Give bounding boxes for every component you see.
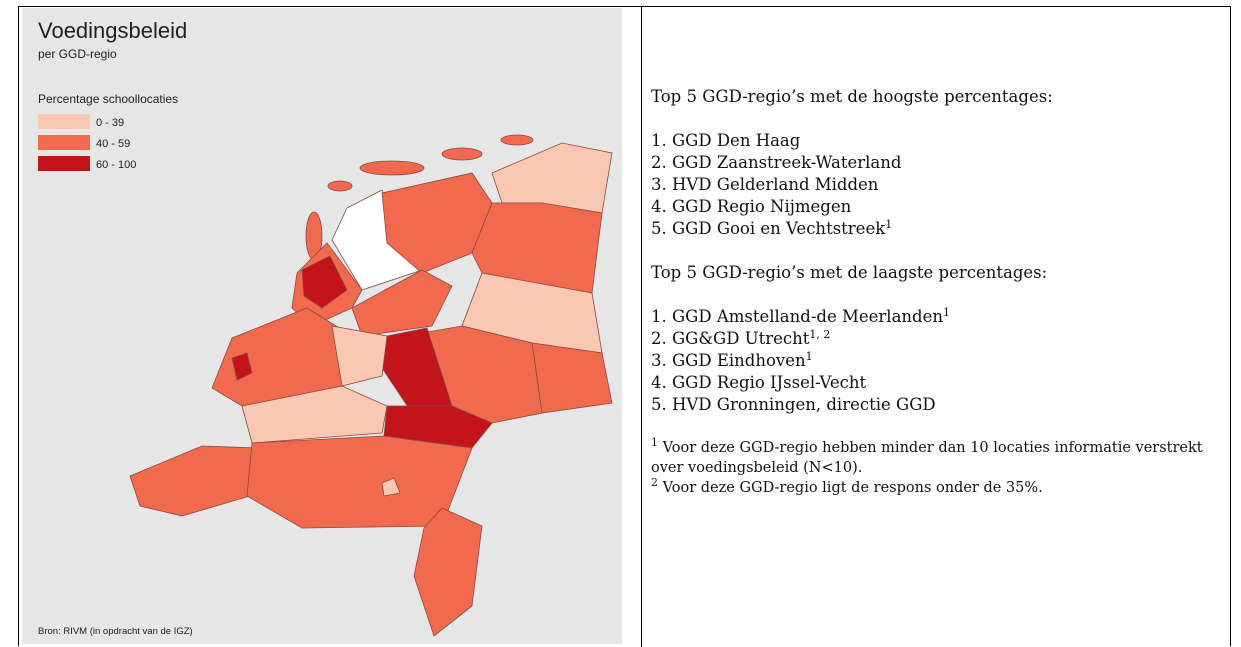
region xyxy=(301,255,348,309)
list-item: 5. GGD Gooi en Vechtstreek1 xyxy=(651,218,1221,240)
item-text: 4. GGD Regio Nijmegen xyxy=(651,197,852,216)
list-item: 1. GGD Den Haag xyxy=(651,130,1221,152)
island xyxy=(441,147,483,161)
item-text: 3. HVD Gelderland Midden xyxy=(651,175,879,194)
region xyxy=(413,507,483,637)
list-item: 3. GGD Eindhoven1 xyxy=(651,350,1221,372)
island xyxy=(327,180,353,192)
legend-swatch xyxy=(38,135,90,150)
legend-title: Percentage schoollocaties xyxy=(38,92,178,106)
list: 1. GGD Den Haag 2. GGD Zaanstreek-Waterla… xyxy=(651,130,1221,240)
list-item: 5. HVD Gronningen, directie GGD xyxy=(651,394,1221,416)
legend-label: 40 - 59 xyxy=(96,138,130,150)
region xyxy=(231,352,253,381)
footnote-mark: 2 xyxy=(651,476,658,489)
legend-label: 60 - 100 xyxy=(96,159,136,171)
footnote-text: Voor deze GGD-regio hebben minder dan 10… xyxy=(651,440,1203,476)
region xyxy=(381,477,401,497)
map-regions xyxy=(129,134,613,637)
legend: 0 - 39 40 - 59 60 - 100 xyxy=(38,114,136,171)
item-text: 3. GGD Eindhoven xyxy=(651,351,806,370)
superscript: 1 xyxy=(885,218,893,231)
map-source: Bron: RIVM (in opdracht van de IGZ) xyxy=(38,626,193,637)
legend-label: 0 - 39 xyxy=(96,117,124,129)
island xyxy=(500,134,534,146)
legend-swatch xyxy=(38,156,90,171)
footnote-text: Voor deze GGD-regio ligt de respons onde… xyxy=(662,480,1043,496)
text-cell: Top 5 GGD-regio’s met de hoogste percent… xyxy=(651,86,1221,498)
region xyxy=(383,405,493,449)
island xyxy=(359,160,425,176)
legend-swatch xyxy=(38,114,90,129)
item-text: 1. GGD Amstelland-de Meerlanden xyxy=(651,307,943,326)
cell-divider xyxy=(641,6,642,647)
item-text: 4. GGD Regio IJssel-Vecht xyxy=(651,373,867,392)
map-subtitle: per GGD-regio xyxy=(38,47,117,61)
region xyxy=(241,385,388,444)
list-item: 4. GGD Regio Nijmegen xyxy=(651,196,1221,218)
list-item: 2. GG&GD Utrecht1, 2 xyxy=(651,328,1221,350)
table-border xyxy=(18,6,1231,646)
region xyxy=(531,342,613,414)
list-item: 4. GGD Regio IJssel-Vecht xyxy=(651,372,1221,394)
item-text: 5. HVD Gronningen, directie GGD xyxy=(651,395,936,414)
footnote: 2 Voor deze GGD-regio ligt de respons on… xyxy=(651,476,1221,498)
map-title: Voedingsbeleid xyxy=(38,18,187,43)
list-item: 2. GGD Zaanstreek-Waterland xyxy=(651,152,1221,174)
footnotes: 1 Voor deze GGD-regio hebben minder dan … xyxy=(651,436,1221,498)
item-text: 2. GGD Zaanstreek-Waterland xyxy=(651,153,902,172)
superscript: 1, 2 xyxy=(809,328,831,341)
region xyxy=(331,325,388,387)
map-panel: Voedingsbeleid per GGD-regio Percentage … xyxy=(22,8,622,644)
list: 1. GGD Amstelland-de Meerlanden1 2. GG&GD… xyxy=(651,306,1221,416)
list-item: 1. GGD Amstelland-de Meerlanden1 xyxy=(651,306,1221,328)
list-item: 3. HVD Gelderland Midden xyxy=(651,174,1221,196)
heading: Top 5 GGD-regio’s met de laagste percent… xyxy=(651,263,1048,282)
footnote-mark: 1 xyxy=(651,436,658,449)
item-text: 1. GGD Den Haag xyxy=(651,131,801,150)
item-text: 2. GG&GD Utrecht xyxy=(651,329,810,348)
heading: Top 5 GGD-regio’s met de hoogste percent… xyxy=(651,87,1053,106)
superscript: 1 xyxy=(805,350,813,363)
item-text: 5. GGD Gooi en Vechtstreek xyxy=(651,219,886,238)
superscript: 1 xyxy=(942,306,950,319)
footnote: 1 Voor deze GGD-regio hebben minder dan … xyxy=(651,436,1221,478)
